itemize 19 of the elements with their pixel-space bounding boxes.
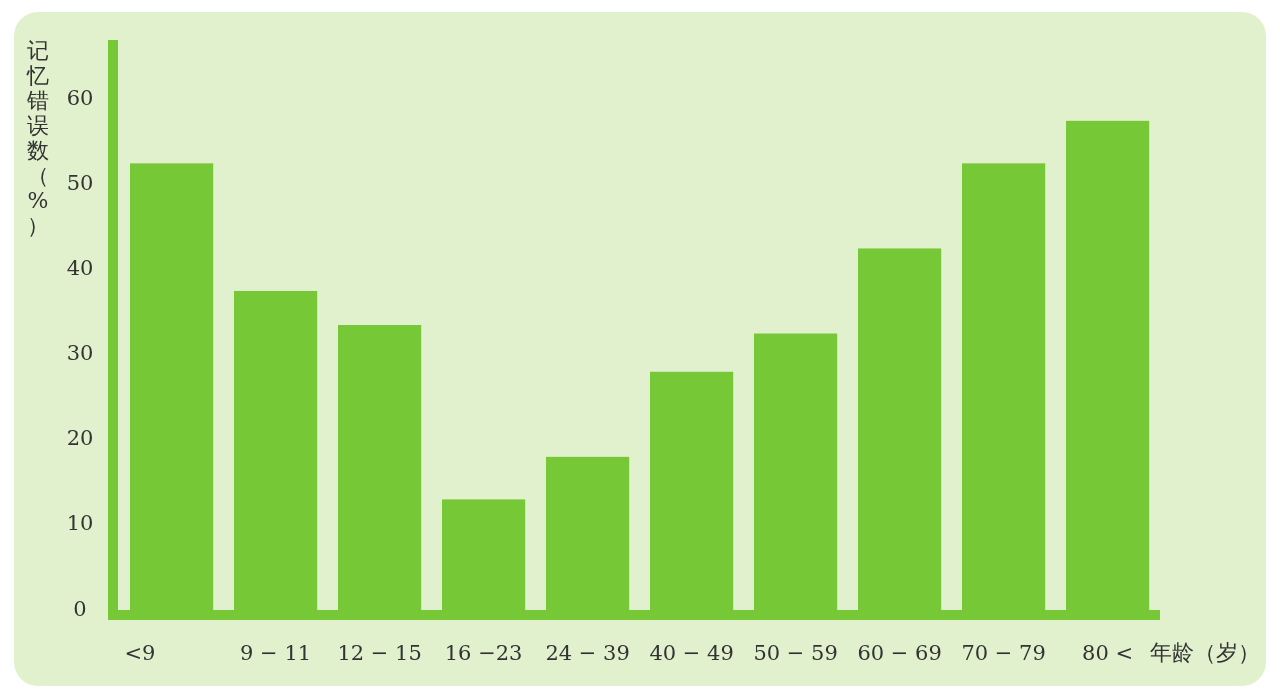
x-tick-label: 40 − 49 <box>649 641 734 665</box>
y-tick-label: 20 <box>66 426 94 451</box>
x-tick-label: 24 − 39 <box>545 641 630 665</box>
x-tick-label: 70 − 79 <box>961 641 1046 665</box>
x-axis-title: 年龄（岁） <box>1150 640 1260 665</box>
y-tick-label: 0 <box>73 596 87 621</box>
y-tick-label: 50 <box>66 171 94 196</box>
x-tick-label: 80 < <box>1082 641 1134 665</box>
x-tick-label: 16 −23 <box>444 641 523 665</box>
y-axis-title: 记忆错误数（%） <box>26 38 49 238</box>
y-tick-label: 40 <box>66 256 94 281</box>
x-tick-label: <9 <box>124 641 156 665</box>
y-tick-label: 10 <box>66 511 94 536</box>
y-tick-label: 60 <box>66 86 94 111</box>
x-tick-label: 60 − 69 <box>857 641 942 665</box>
x-tick-label: 9 − 11 <box>240 641 312 665</box>
x-tick-label: 12 − 15 <box>337 641 422 665</box>
x-tick-label: 50 − 59 <box>753 641 838 665</box>
y-tick-label: 30 <box>66 341 94 366</box>
